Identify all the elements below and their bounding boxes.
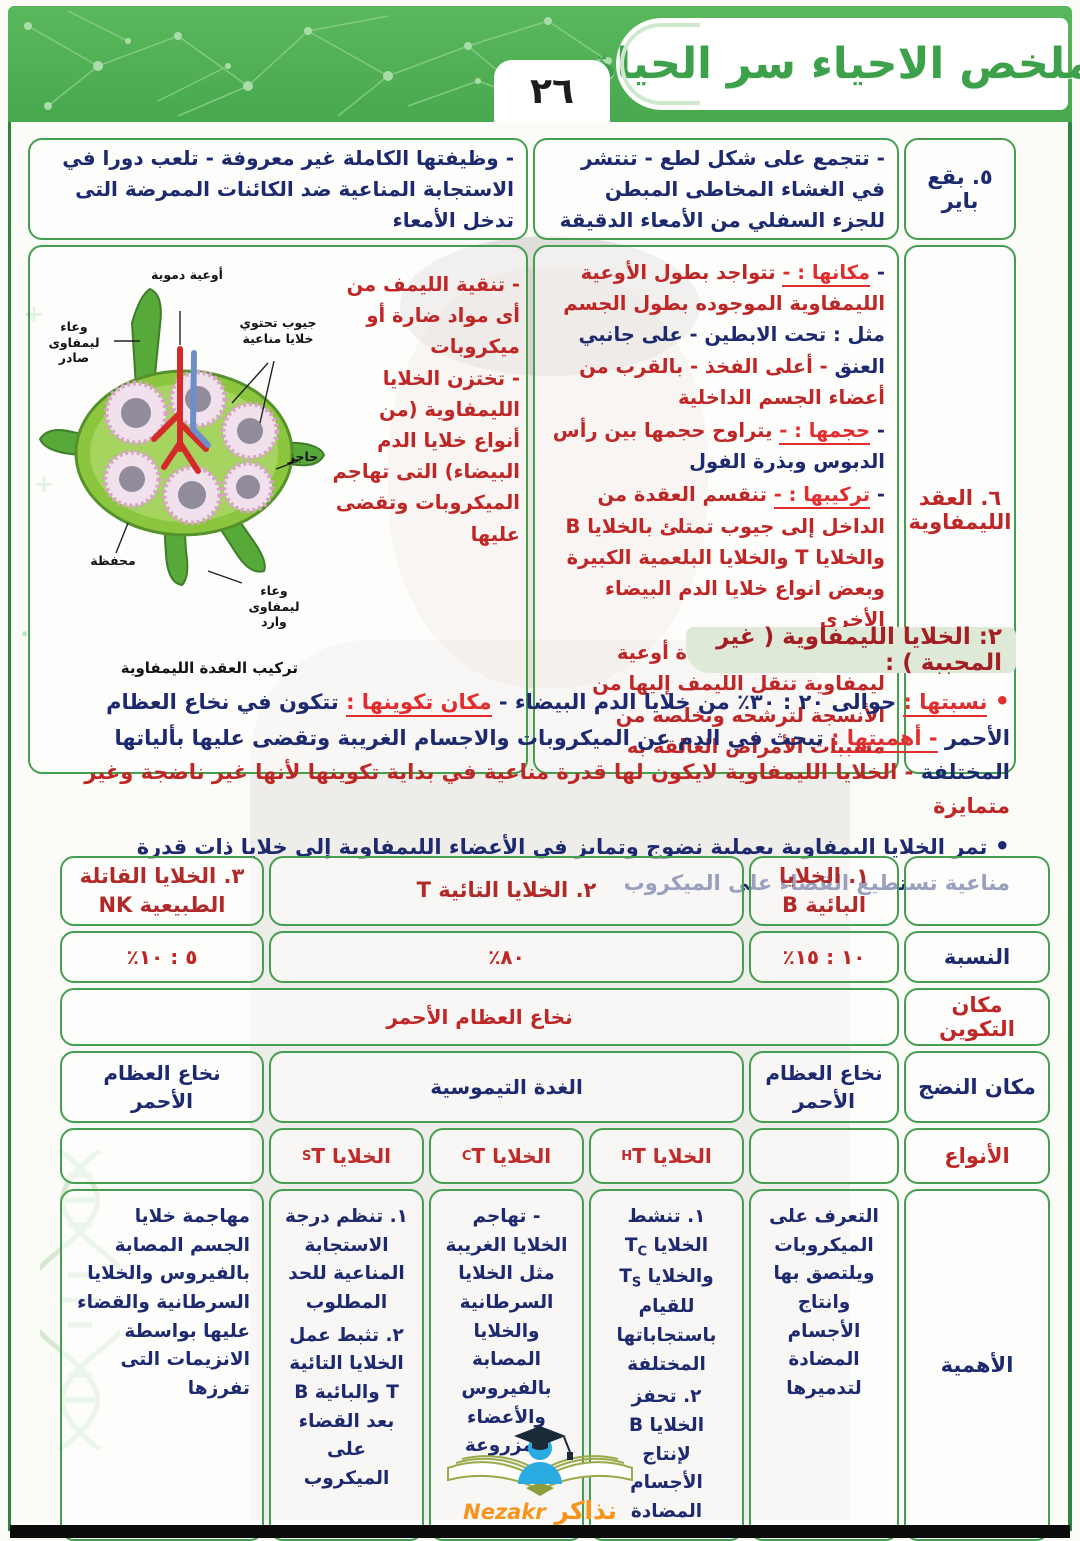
label-immune-sinuses: جيوب تحتوي خلايا مناعية [239,315,317,346]
corner-empty-cell [904,856,1050,926]
brand-latin: Nezakr [463,1500,546,1524]
b-maturation: نخاع العظام الأحمر [749,1051,899,1123]
diagram-caption: تركيب العقدة الليمفاوية [120,659,298,677]
b-types-empty [749,1128,899,1184]
nk-maturation: نخاع العظام الأحمر [60,1051,264,1123]
label-capsule: محفظة [90,553,136,568]
function-store-cells: - تختزن الخلايا الليمفاوية (من أنواع خلا… [332,366,520,546]
bottom-black-bar [10,1525,1070,1538]
right-border-line [1068,120,1072,1531]
formation-all-cells: نخاع العظام الأحمر [60,988,899,1046]
label-efferent-vessel: وعاء ليمفاوى صادر [48,319,100,366]
nk-types-empty [60,1128,264,1184]
col-header-b-cells: ١. الخلايا البائية B [749,856,899,926]
label-septum: حاجز [287,449,319,464]
lymph-node-illustration [38,287,326,587]
page-title: ملخص الاحياء سر الحياة [590,39,1080,89]
col-header-nk-cells: ٣. الخلايا القاتلة الطبيعية NK [60,856,264,926]
lymphocyte-types-table: ١. الخلايا البائية B ٢. الخلايا التائية … [60,856,1050,1541]
lymph-node-functions: - تنقية الليمف من أى مواد ضارة أو ميكروب… [332,253,520,766]
row-label-peyers-patches: ٥. بقع باير [904,138,1016,240]
th-importance: ١. تنشط الخلايا TC والخلايا TS للقيام با… [589,1189,744,1541]
row-label-types: الأنواع [904,1128,1050,1184]
b-ratio: ١٠ : ١٥٪ [749,931,899,983]
lymph-node-size: - حجمها : - يتراوح حجمها بين رأس الدبوس … [552,418,885,474]
row-label-formation: مكان التكوين [904,988,1050,1046]
nk-ratio: ٥ : ١٠٪ [60,931,264,983]
left-border-line [8,120,11,1531]
row-label-lymph-nodes: ٦. العقد الليمفاوية [904,245,1016,774]
page-header: ملخص الاحياء سر الحياة ٢٦ [8,6,1080,122]
brand-name: نذاكر Nezakr [463,1496,617,1525]
function-filter-lymph: - تنقية الليمف من أى مواد ضارة أو ميكروب… [346,273,520,359]
lymphocytes-ratio-and-importance: • نسبتها : حوالى ٢٠ : ٣٠٪ من خلايا الدم … [84,687,1010,818]
label-afferent-vessel: وعاء ليمفاوى وارد [248,583,300,630]
b-importance: التعرف على الميكروبات ويلتصق بها وانتاج … [749,1189,899,1541]
col-header-t-cells: ٢. الخلايا التائية T [269,856,744,926]
t-maturation: الغدة التيموسية [269,1051,744,1123]
nk-importance: مهاجمة خلايا الجسم المصابة بالفيروس والخ… [60,1189,264,1541]
page-number: ٢٦ [530,70,574,112]
row-label-ratio: النسبة [904,931,1050,983]
publisher-logo: نذاكر Nezakr [0,1422,1080,1525]
graduate-book-icon [447,1426,633,1496]
title-box: ملخص الاحياء سر الحياة [591,18,1080,110]
brand-arabic: نذاكر [554,1496,617,1525]
lymph-node-structure: - تركيبها : - تنقسم العقدة من الداخل إلى… [565,483,885,632]
section-heading-lymphocytes: ٢: الخلايا الليمفاوية ( غير المحببة ) : [686,624,1016,676]
lymphoid-organs-table: ٥. بقع باير - تتجمع على شكل لطع - تنتشر … [28,138,1016,774]
dot-decoration-icon: · [20,620,30,648]
lymph-node-figure-cell: - تنقية الليمف من أى مواد ضارة أو ميكروب… [28,245,528,774]
t-ratio: ٨٠٪ [269,931,744,983]
label-blood-vessels: أوعية دموية [151,267,223,282]
page-number-tab: ٢٦ [494,60,610,122]
row-label-maturation: مكان النضج [904,1051,1050,1123]
ts-importance: ١. تنظم درجة الاستجابة المناعية للحد الم… [269,1189,424,1541]
lymph-node-location: - مكانها : - تتواجد بطول الأوعية الليمفا… [563,261,885,409]
lymph-node-diagram: أوعية دموية وعاء ليمفاوى صادر جيوب تحتوي… [36,253,328,681]
peyers-patches-description: - تتجمع على شكل لطع - تنتشر في الغشاء ال… [533,138,899,240]
row-label-importance: الأهمية [904,1189,1050,1541]
peyers-patches-function: - وظيفتها الكاملة غير معروفة - تلعب دورا… [28,138,528,240]
